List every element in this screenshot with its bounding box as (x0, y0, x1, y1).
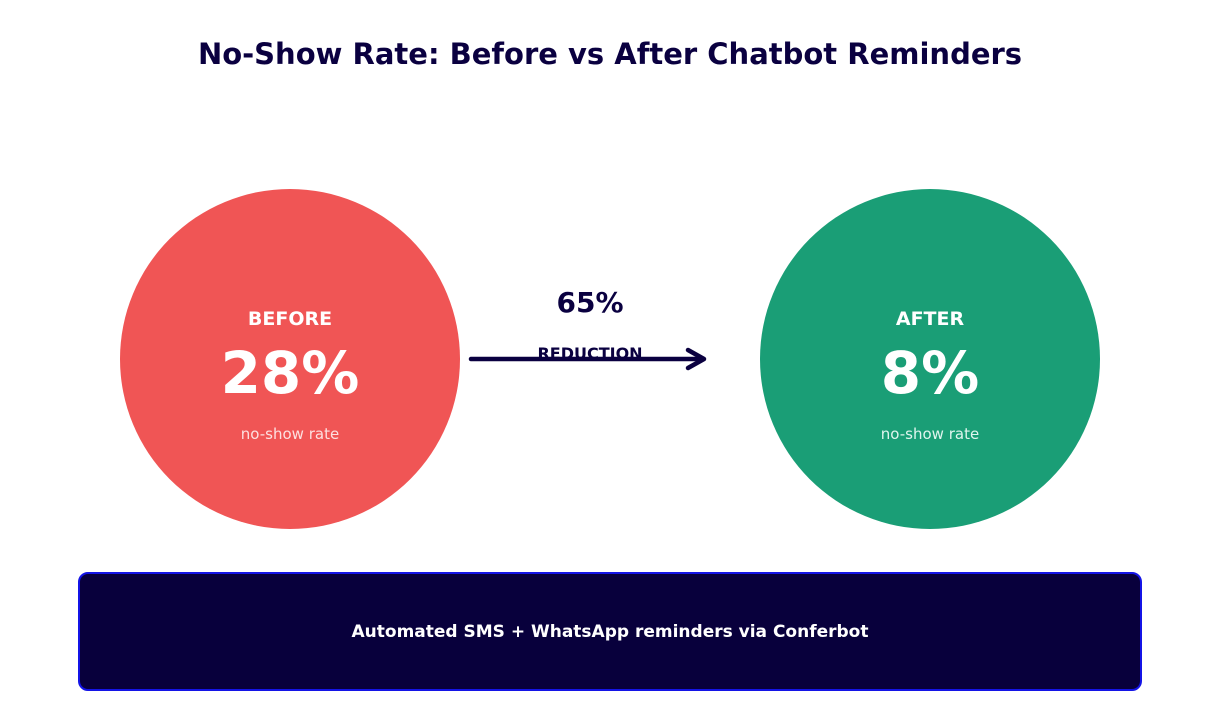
chart-title: No-Show Rate: Before vs After Chatbot Re… (197, 37, 1023, 71)
reduction-value: 65% (556, 286, 624, 319)
before-label: BEFORE (247, 308, 333, 330)
before-value: 28% (220, 339, 360, 407)
after-caption: no-show rate (880, 425, 980, 443)
after-circle: AFTER 8% no-show rate (760, 189, 1100, 529)
before-circle: BEFORE 28% no-show rate (120, 189, 460, 529)
arrow-head (685, 347, 707, 371)
after-label: AFTER (895, 308, 965, 330)
arrow-right-icon (468, 347, 707, 371)
summary-banner: Automated SMS + WhatsApp reminders via C… (78, 572, 1142, 691)
after-value: 8% (880, 339, 980, 407)
before-caption: no-show rate (240, 425, 340, 443)
banner-text: Automated SMS + WhatsApp reminders via C… (351, 622, 869, 642)
